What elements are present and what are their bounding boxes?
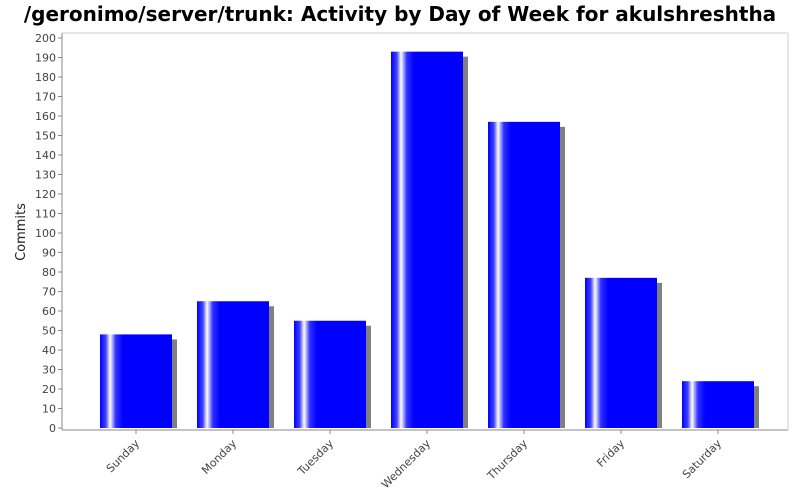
chart-title: /geronimo/server/trunk: Activity by Day … bbox=[23, 2, 777, 26]
y-tick-label: 140 bbox=[35, 149, 56, 162]
x-tick-label-thursday: Thursday bbox=[484, 437, 530, 483]
bar-monday bbox=[197, 301, 269, 428]
y-tick-label: 180 bbox=[35, 71, 56, 84]
y-tick-label: 100 bbox=[35, 227, 56, 240]
y-tick-label: 190 bbox=[35, 52, 56, 65]
y-tick-label: 90 bbox=[42, 247, 56, 260]
bar-tuesday bbox=[294, 320, 366, 428]
y-tick-label: 110 bbox=[35, 208, 56, 221]
y-tick-label: 10 bbox=[42, 403, 56, 416]
x-tick-label-tuesday: Tuesday bbox=[295, 437, 337, 479]
y-tick-label: 200 bbox=[35, 32, 56, 45]
x-tick-label-sunday: Sunday bbox=[104, 437, 143, 476]
y-tick-label: 40 bbox=[42, 344, 56, 357]
bar-sunday bbox=[100, 334, 172, 428]
bar-saturday bbox=[682, 381, 754, 428]
x-tick-label-saturday: Saturday bbox=[680, 437, 725, 482]
y-tick-label: 60 bbox=[42, 305, 56, 318]
bar-wednesday bbox=[391, 51, 463, 429]
bar-thursday bbox=[488, 121, 560, 428]
bar-friday bbox=[585, 277, 657, 428]
y-tick-label: 170 bbox=[35, 91, 56, 104]
x-tick-label-wednesday: Wednesday bbox=[379, 437, 434, 492]
x-tick-label-monday: Monday bbox=[199, 437, 239, 477]
y-tick-label: 120 bbox=[35, 188, 56, 201]
y-axis-title: Commits bbox=[14, 203, 29, 261]
y-tick-label: 80 bbox=[42, 266, 56, 279]
y-tick-label: 70 bbox=[42, 286, 56, 299]
y-tick-label: 160 bbox=[35, 110, 56, 123]
bars bbox=[100, 51, 754, 429]
y-tick-label: 0 bbox=[49, 422, 56, 435]
y-tick-label: 130 bbox=[35, 169, 56, 182]
y-tick-label: 30 bbox=[42, 364, 56, 377]
y-tick-label: 20 bbox=[42, 383, 56, 396]
y-tick-label: 150 bbox=[35, 130, 56, 143]
x-axis-labels: Sunday Monday Tuesday Wednesday Thursday Frid… bbox=[104, 430, 725, 492]
y-tick-label: 50 bbox=[42, 325, 56, 338]
y-axis-ticks: 0 10 20 30 40 50 60 70 80 90 100 110 120 130 140 150 160… bbox=[35, 32, 62, 435]
x-tick-label-friday: Friday bbox=[594, 437, 627, 470]
